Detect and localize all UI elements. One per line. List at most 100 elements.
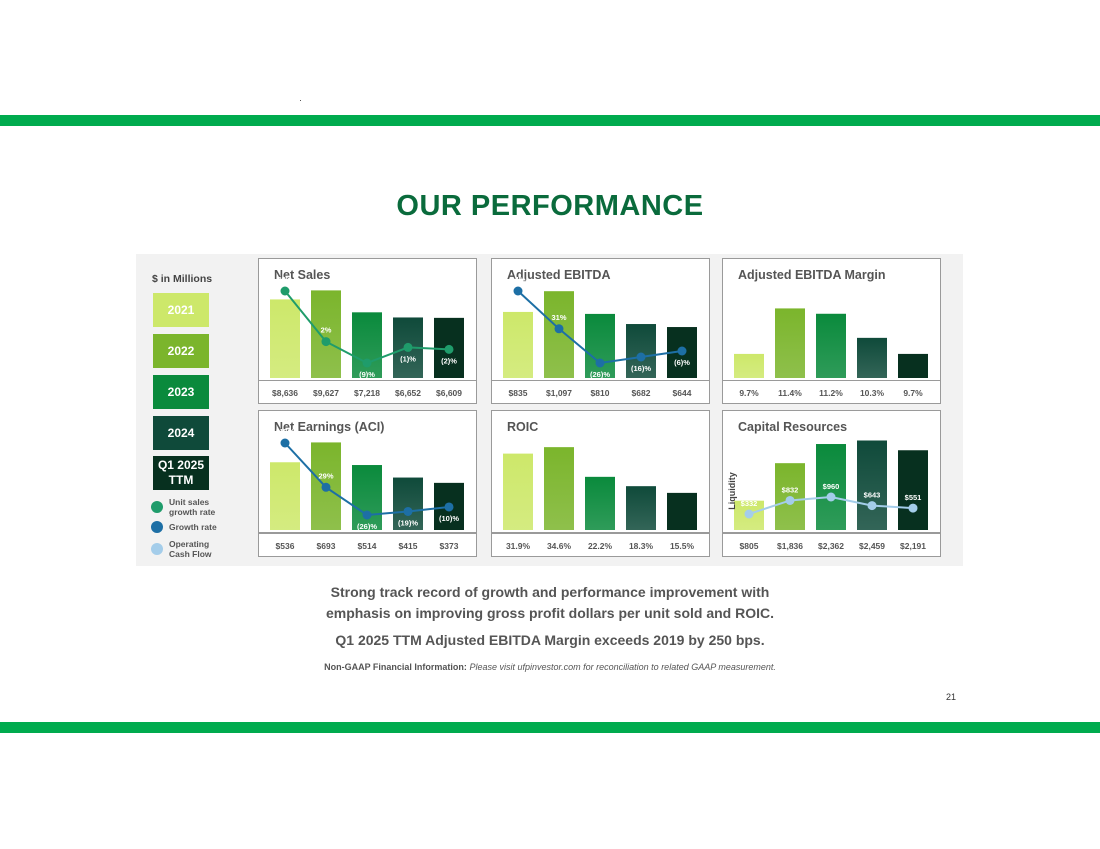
line-label: $960 [823, 482, 840, 491]
value-labels-row: $805 $1,836 $2,362 $2,459 $2,191 [722, 533, 941, 557]
line-point [867, 501, 877, 511]
value-label: $1,097 [546, 388, 572, 398]
chart-title: Adjusted EBITDA Margin [738, 268, 886, 282]
line-point [744, 509, 754, 519]
bar-2024 [857, 440, 887, 530]
value-label: 9.7% [739, 388, 759, 398]
line-point [826, 492, 836, 502]
line-point [595, 358, 605, 368]
chart-5: Capital Resources Liquidity $332 $832 $960 $6… [722, 410, 941, 533]
value-label: $805 [740, 541, 759, 551]
bar-2024 [857, 337, 887, 378]
marker-dot-icon [151, 543, 163, 555]
line-label: 28% [277, 275, 292, 284]
bar-2023 [585, 476, 615, 530]
bar-2023 [352, 465, 382, 530]
value-label: $514 [358, 541, 377, 551]
bar-q1-2025-ttm [898, 353, 928, 378]
value-label: 31.9% [506, 541, 531, 551]
value-labels-row: 31.9% 34.6% 22.2% 18.3% 15.5% [491, 533, 710, 557]
bar-2021 [270, 462, 300, 530]
value-labels-svg: $835 $1,097 $810 $682 $644 [509, 388, 692, 398]
value-labels-svg: $805 $1,836 $2,362 $2,459 $2,191 [740, 541, 927, 551]
bar-2022 [544, 291, 574, 378]
page-number: 21 [946, 692, 957, 702]
bar-2023 [352, 312, 382, 378]
non-gaap-text: Please visit ufpinvestor.com for reconci… [469, 662, 776, 672]
value-labels-svg: $8,636 $9,627 $7,218 $6,652 $6,609 [272, 388, 462, 398]
caption-growth: Strong track record of growth and perfor… [0, 582, 1100, 624]
line-point [321, 482, 331, 492]
bar-2021 [270, 299, 300, 378]
bar-2024 [626, 324, 656, 378]
line-label: $643 [864, 491, 881, 500]
value-label: $536 [276, 541, 295, 551]
chart-title: Net Sales [274, 268, 331, 282]
value-label: $2,191 [900, 541, 926, 551]
bar-2024 [626, 486, 656, 530]
bar-2021 [503, 311, 533, 378]
line-label: (26)% [357, 522, 377, 531]
line-label: 29% [318, 471, 333, 480]
value-labels-row: 9.7% 11.4% 11.2% 10.3% 9.7% [722, 380, 941, 404]
chart-2: Adjusted EBITDA Margin [722, 258, 941, 381]
caption-line-2: emphasis on improving gross profit dolla… [325, 605, 775, 621]
value-label: $415 [399, 541, 418, 551]
line-point [444, 344, 454, 354]
value-label: $693 [317, 541, 336, 551]
decorative-dot [300, 100, 301, 101]
y-axis-label: Liquidity [727, 472, 737, 510]
value-labels-row: $8,636 $9,627 $7,218 $6,652 $6,609 [258, 380, 477, 404]
legend-year-4: 2024 [153, 416, 209, 450]
value-label: $373 [440, 541, 459, 551]
value-label: $682 [632, 388, 651, 398]
bar-2022 [544, 447, 574, 530]
value-label: $6,609 [436, 388, 462, 398]
line-point [554, 324, 564, 334]
chart-title: Net Earnings (ACI) [274, 420, 385, 434]
value-label: 18.3% [629, 541, 654, 551]
value-labels-svg: 31.9% 34.6% 22.2% 18.3% 15.5% [506, 541, 695, 551]
legend-year-3: 2023 [153, 375, 209, 409]
non-gaap-note: Non-GAAP Financial Information: Please v… [0, 662, 1100, 672]
line-point [280, 438, 290, 448]
line-point [908, 503, 918, 513]
line-point [513, 286, 523, 296]
legend-marker-label: Growth rate [169, 522, 217, 532]
value-labels-row: $536 $693 $514 $415 $373 [258, 533, 477, 557]
chart-title: Adjusted EBITDA [507, 268, 611, 282]
line-label: (26)% [590, 370, 610, 379]
marker-dot-icon [151, 501, 163, 513]
value-label: $2,362 [818, 541, 844, 551]
line-label: 2% [321, 326, 332, 335]
chart-4: ROIC [491, 410, 710, 533]
line-point [321, 337, 331, 347]
line-point [636, 352, 646, 362]
line-label: 117% [276, 427, 295, 436]
line-label: 31% [551, 313, 566, 322]
line-point [403, 342, 413, 352]
bottom-green-rule [0, 722, 1100, 733]
line-label: (6)% [674, 358, 690, 367]
legend-marker-item: Operating Cash Flow [151, 539, 229, 559]
chart-svg: 94% 31% (26)% (16)% (6)% [503, 275, 697, 379]
legend-marker-item: Growth rate [151, 521, 229, 533]
value-label: $6,652 [395, 388, 421, 398]
line-label: $832 [782, 485, 799, 494]
value-label: 9.7% [903, 388, 923, 398]
value-labels-svg: $536 $693 $514 $415 $373 [276, 541, 459, 551]
legend-year-2: 2022 [153, 334, 209, 368]
chart-svg [503, 447, 697, 530]
marker-dot-icon [151, 521, 163, 533]
line-label: $332 [741, 499, 758, 508]
line-point [785, 495, 795, 505]
legend-title: $ in Millions [152, 273, 213, 285]
line-label: $551 [905, 493, 922, 502]
value-label: $8,636 [272, 388, 298, 398]
line-point [362, 510, 372, 520]
chart-svg: Liquidity $332 $832 $960 $643 $551 [727, 440, 928, 530]
value-label: 11.4% [778, 388, 802, 398]
page-title: OUR PERFORMANCE [396, 190, 704, 222]
bar-2021 [503, 453, 533, 530]
legend-year-1: 2021 [153, 293, 209, 327]
